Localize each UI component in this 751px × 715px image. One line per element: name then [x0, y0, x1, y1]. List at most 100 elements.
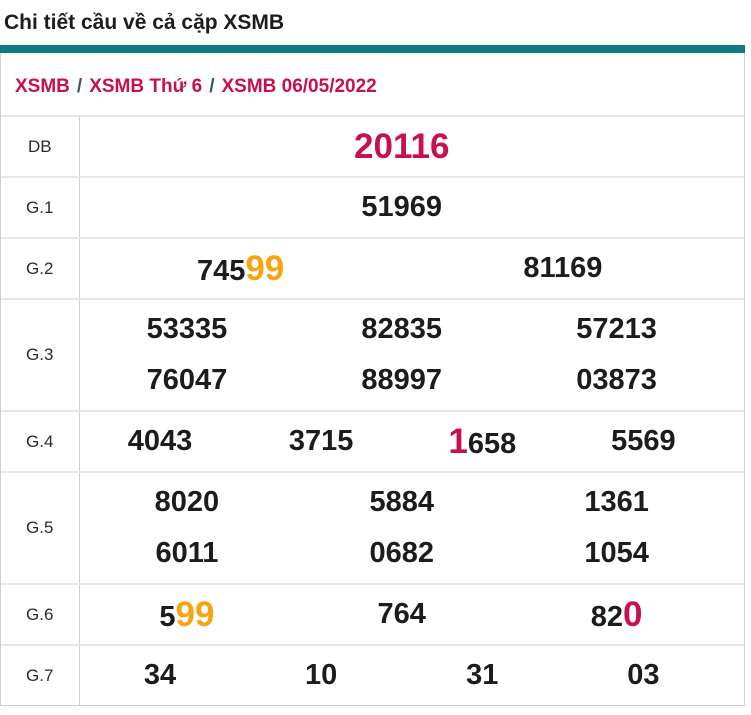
prize-values: 599 764 820 [79, 584, 744, 645]
prize-number: 820 [509, 595, 724, 635]
prize-row: G.7 34 10 31 03 [1, 645, 744, 705]
prize-number: 1658 [402, 422, 563, 462]
prize-row: G.3 53335 82835 57213 76047 88997 03873 [1, 299, 744, 411]
highlighted-digits: 1 [448, 421, 468, 461]
digits: 10 [305, 659, 338, 691]
results-panel: XSMB / XSMB Thứ 6 / XSMB 06/05/2022 DB 20116 G… [0, 53, 745, 706]
prize-number: 74599 [80, 249, 402, 289]
digits: 1054 [584, 537, 649, 569]
prize-number: 6011 [80, 537, 295, 570]
prize-number: 53335 [80, 313, 295, 346]
prize-number: 88997 [294, 364, 509, 397]
prize-values: 51969 [79, 177, 744, 238]
digits: 5884 [369, 486, 434, 518]
accent-bar [0, 45, 745, 53]
highlighted-digits: 20116 [354, 126, 450, 166]
prize-number: 51969 [80, 191, 725, 224]
prize-number: 57213 [509, 313, 724, 346]
prize-line: 20116 [80, 121, 725, 172]
prize-number: 4043 [80, 425, 241, 458]
prize-row: G.5 8020 5884 1361 6011 0682 1054 [1, 472, 744, 584]
prize-number: 0682 [294, 537, 509, 570]
digits: 6011 [155, 537, 219, 569]
digits: 88997 [361, 364, 443, 396]
breadcrumb-link[interactable]: XSMB [15, 76, 70, 97]
prize-line: 74599 81169 [80, 243, 725, 294]
digits: 8020 [154, 486, 220, 518]
digits: 31 [466, 659, 499, 691]
breadcrumb-link[interactable]: XSMB 06/05/2022 [221, 76, 377, 97]
breadcrumb-separator: / [209, 76, 215, 97]
prize-number: 8020 [80, 486, 295, 519]
breadcrumb: XSMB / XSMB Thứ 6 / XSMB 06/05/2022 [1, 53, 744, 115]
breadcrumb-link[interactable]: XSMB Thứ 6 [89, 76, 203, 97]
digits: 5569 [611, 425, 676, 457]
prize-label: G.1 [1, 177, 80, 238]
page-title: Chi tiết cầu về cả cặp XSMB [4, 11, 285, 34]
prize-number: 764 [294, 598, 509, 631]
prize-label: G.5 [1, 472, 80, 584]
prize-values: 53335 82835 57213 76047 88997 03873 [79, 299, 744, 411]
digits: 53335 [146, 313, 228, 345]
prize-table: DB 20116 G.1 51969 G.2 74599 81169 G.3 53335 8283… [1, 115, 744, 705]
prize-line: 51969 [80, 182, 725, 233]
prize-line: 76047 88997 03873 [80, 355, 725, 406]
digits: 03873 [576, 364, 657, 396]
digits: 3715 [288, 425, 354, 457]
prize-number: 3715 [241, 425, 402, 458]
prize-values: 34 10 31 03 [79, 645, 744, 705]
highlighted-digits: 99 [175, 594, 215, 634]
prize-number: 20116 [80, 127, 725, 167]
prize-row: G.1 51969 [1, 177, 744, 238]
digits: 76047 [146, 364, 228, 396]
prize-line: 4043 3715 1658 5569 [80, 416, 725, 467]
digits: 82835 [361, 313, 443, 345]
prize-values: 74599 81169 [79, 238, 744, 299]
prize-number: 1054 [509, 537, 724, 570]
digits: 81169 [523, 252, 603, 284]
prize-number: 1361 [509, 486, 724, 519]
digits: 82 [590, 600, 623, 633]
prize-label: G.4 [1, 411, 80, 472]
prize-number: 34 [80, 659, 241, 692]
prize-line: 53335 82835 57213 [80, 304, 725, 355]
digits: 0682 [369, 537, 434, 569]
prize-table-body: DB 20116 G.1 51969 G.2 74599 81169 G.3 53335 8283… [1, 116, 744, 705]
prize-values: 4043 3715 1658 5569 [79, 411, 744, 472]
prize-label: G.3 [1, 299, 80, 411]
digits: 5 [159, 600, 176, 633]
prize-number: 82835 [294, 313, 509, 346]
prize-label: G.7 [1, 645, 80, 705]
prize-row: G.4 4043 3715 1658 5569 [1, 411, 744, 472]
digits: 34 [143, 659, 177, 691]
prize-number: 599 [80, 595, 295, 635]
prize-values: 20116 [79, 116, 744, 177]
prize-number: 31 [402, 659, 563, 692]
prize-label: G.2 [1, 238, 80, 299]
digits: 4043 [127, 425, 193, 457]
highlighted-digits: 0 [622, 594, 643, 634]
digits: 57213 [576, 313, 657, 345]
digits: 03 [627, 659, 660, 691]
prize-label: G.6 [1, 584, 80, 645]
prize-number: 81169 [402, 252, 724, 285]
prize-number: 5569 [563, 425, 724, 458]
prize-row: G.6 599 764 820 [1, 584, 744, 645]
prize-number: 10 [241, 659, 402, 692]
prize-number: 76047 [80, 364, 295, 397]
prize-label: DB [1, 116, 80, 177]
breadcrumb-separator: / [76, 76, 83, 97]
prize-number: 03 [563, 659, 724, 692]
prize-row: DB 20116 [1, 116, 744, 177]
highlighted-digits: 99 [245, 248, 285, 288]
prize-line: 599 764 820 [80, 589, 725, 640]
prize-line: 8020 5884 1361 [80, 477, 725, 528]
prize-line: 34 10 31 03 [80, 650, 725, 701]
prize-row: G.2 74599 81169 [1, 238, 744, 299]
prize-line: 6011 0682 1054 [80, 528, 725, 579]
digits: 764 [377, 598, 426, 630]
prize-values: 8020 5884 1361 6011 0682 1054 [79, 472, 744, 584]
digits: 1361 [584, 486, 649, 518]
digits: 51969 [361, 191, 443, 223]
